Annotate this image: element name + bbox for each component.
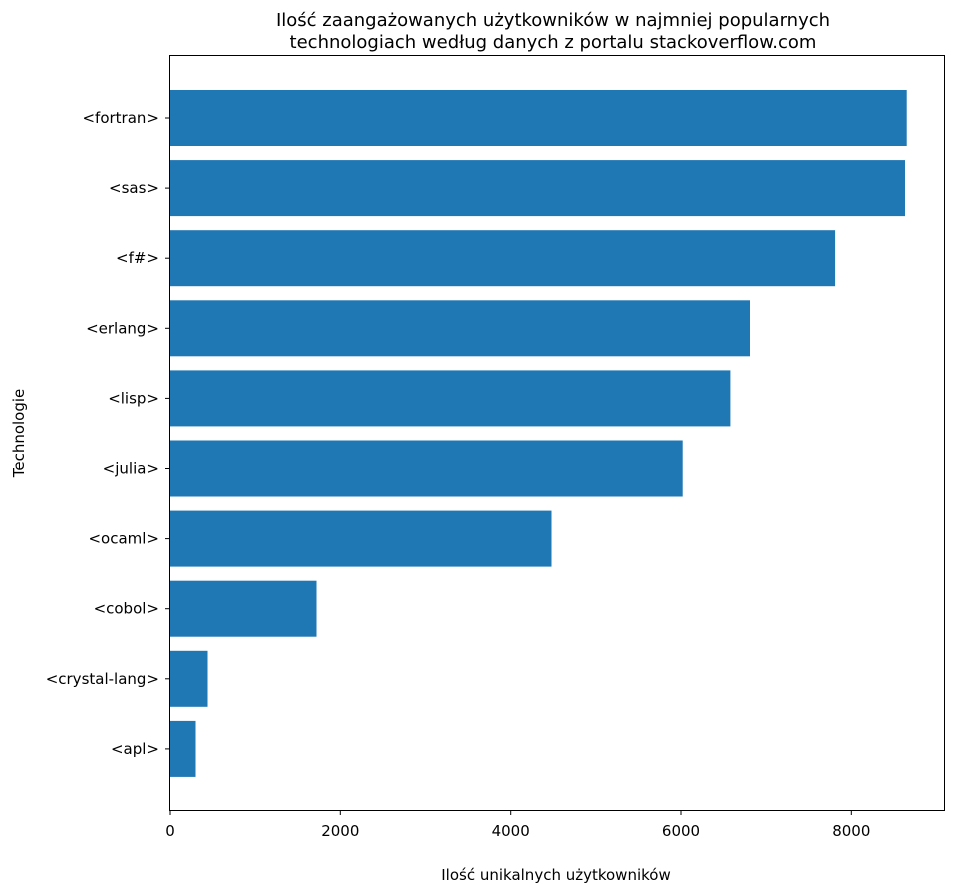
plot-frame xyxy=(169,55,945,811)
x-axis-label: Ilość unikalnych użytkowników xyxy=(441,866,670,884)
y-tick-label-1: <sas> xyxy=(109,179,159,197)
y-tick-label-6: <ocaml> xyxy=(88,530,159,548)
x-tick-label-2: 4000 xyxy=(492,822,530,840)
bar-4 xyxy=(170,370,731,427)
y-axis-label: Technologie xyxy=(10,389,28,479)
bar-7 xyxy=(170,580,317,637)
x-tick-label-4: 8000 xyxy=(832,822,870,840)
bar-9 xyxy=(170,720,196,777)
y-tick-label-7: <cobol> xyxy=(94,600,159,618)
bar-5 xyxy=(170,440,683,497)
bar-3 xyxy=(170,300,750,357)
chart-title-line2: technologiach według danych z portalu st… xyxy=(290,32,817,53)
y-tick-label-9: <apl> xyxy=(111,740,159,758)
y-tick-label-0: <fortran> xyxy=(82,109,159,127)
bar-0 xyxy=(170,90,907,146)
y-tick-label-8: <crystal-lang> xyxy=(46,670,159,688)
bar-1 xyxy=(170,160,905,217)
chart-title-line1: Ilość zaangażowanych użytkowników w najm… xyxy=(276,10,830,31)
y-tick-label-2: <f#> xyxy=(116,249,159,267)
bar-8 xyxy=(170,650,208,707)
y-tick-labels: <fortran> <sas> <f#> <erlang> <lisp> <julia> <… xyxy=(46,109,170,758)
x-tick-label-1: 2000 xyxy=(321,822,359,840)
x-tick-label-3: 6000 xyxy=(662,822,700,840)
y-tick-label-4: <lisp> xyxy=(108,389,159,407)
x-ticks: 0 2000 4000 6000 8000 xyxy=(165,810,870,840)
bars-group xyxy=(170,90,907,777)
y-tick-label-3: <erlang> xyxy=(86,319,159,337)
bar-2 xyxy=(170,230,836,287)
bar-6 xyxy=(170,510,552,567)
x-tick-label-0: 0 xyxy=(165,822,175,840)
y-tick-label-5: <julia> xyxy=(103,460,159,478)
